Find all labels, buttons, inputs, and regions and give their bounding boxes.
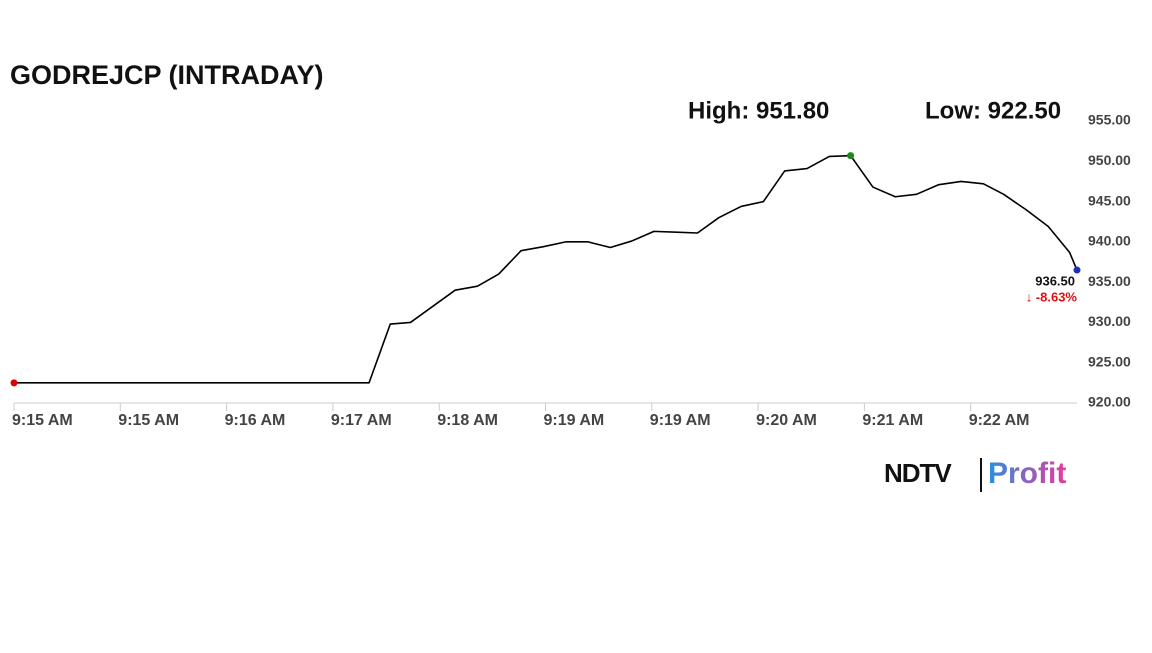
y-tick-label: 955.00 (1088, 112, 1131, 128)
x-tick-label: 9:19 AM (650, 412, 711, 429)
end-marker (1073, 266, 1081, 274)
x-tick-label: 9:20 AM (756, 412, 817, 429)
high-marker (847, 152, 855, 160)
x-tick-label: 9:18 AM (437, 412, 498, 429)
y-tick-label: 930.00 (1088, 313, 1131, 329)
change-label: ↓ -8.63% (1026, 289, 1078, 304)
logo-product: Profit (988, 457, 1066, 490)
y-tick-label: 945.00 (1088, 192, 1131, 208)
y-tick-label: 950.00 (1088, 152, 1131, 168)
y-tick-label: 940.00 (1088, 233, 1131, 249)
last-price-label: 936.50 (1035, 273, 1075, 288)
start-marker (10, 379, 18, 387)
x-tick-label: 9:19 AM (544, 412, 605, 429)
low-label: Low: 922.50 (925, 97, 1061, 124)
x-tick-label: 9:15 AM (118, 412, 179, 429)
y-tick-label: 920.00 (1088, 394, 1131, 410)
x-tick-label: 9:22 AM (969, 412, 1030, 429)
x-tick-label: 9:16 AM (225, 412, 286, 429)
logo-brand: NDTV (884, 458, 952, 488)
x-tick-label: 9:15 AM (12, 412, 73, 429)
x-tick-label: 9:17 AM (331, 412, 392, 429)
x-tick-label: 9:21 AM (862, 412, 923, 429)
chart-title: GODREJCP (INTRADAY) (10, 60, 324, 90)
y-tick-label: 935.00 (1088, 273, 1131, 289)
price-line (14, 154, 1078, 384)
y-tick-label: 925.00 (1088, 353, 1131, 369)
high-label: High: 951.80 (688, 97, 829, 124)
